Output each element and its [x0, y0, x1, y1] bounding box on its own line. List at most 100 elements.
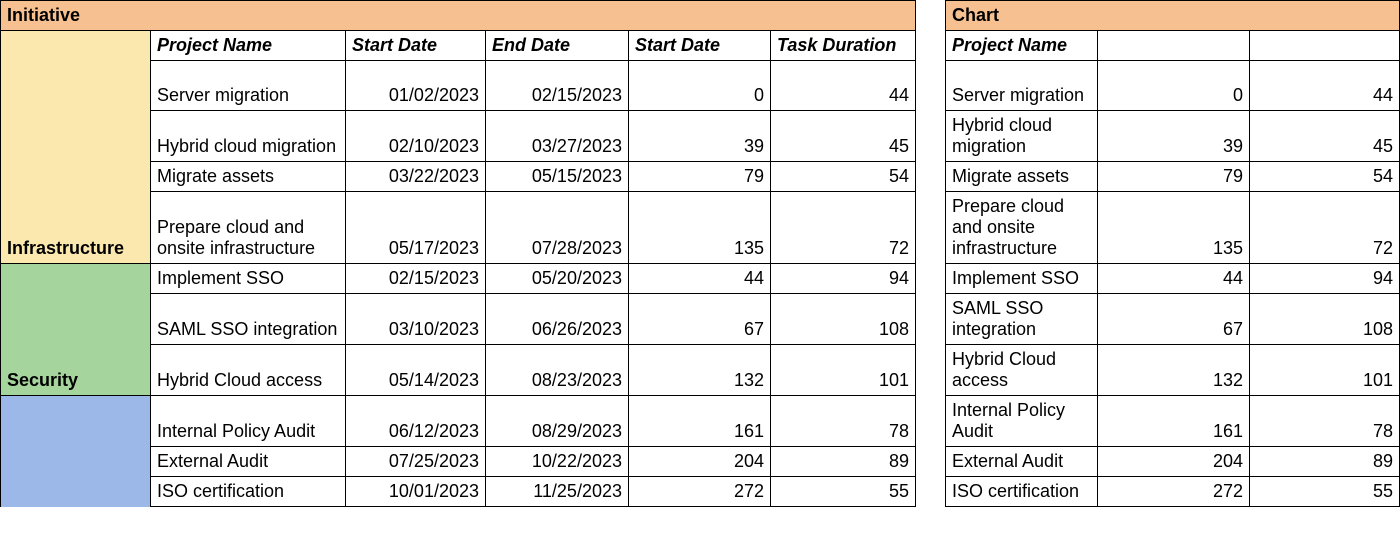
- cell-chart-sd[interactable]: 204: [1098, 447, 1250, 477]
- cell-dur[interactable]: 89: [771, 447, 916, 477]
- cell-sd[interactable]: 135: [629, 192, 771, 264]
- cell-project[interactable]: Hybrid Cloud access: [151, 345, 346, 396]
- cell-sd[interactable]: 132: [629, 345, 771, 396]
- cell-start[interactable]: 05/17/2023: [346, 192, 486, 264]
- cell-sd[interactable]: 0: [629, 61, 771, 111]
- cell-chart-project[interactable]: Prepare cloud and onsite infrastructure: [946, 192, 1098, 264]
- cell-chart-project[interactable]: Hybrid Cloud access: [946, 345, 1098, 396]
- cell-project[interactable]: External Audit: [151, 447, 346, 477]
- cell-dur[interactable]: 44: [771, 61, 916, 111]
- cell-chart-project[interactable]: External Audit: [946, 447, 1098, 477]
- cell-chart-project[interactable]: Migrate assets: [946, 162, 1098, 192]
- cell-chart-sd[interactable]: 272: [1098, 477, 1250, 507]
- cell-start[interactable]: 01/02/2023: [346, 61, 486, 111]
- cell-start[interactable]: 03/22/2023: [346, 162, 486, 192]
- cell-end[interactable]: 05/20/2023: [486, 264, 629, 294]
- cell-sd[interactable]: 44: [629, 264, 771, 294]
- cell-sd[interactable]: 67: [629, 294, 771, 345]
- cell-sd[interactable]: 204: [629, 447, 771, 477]
- cell-dur[interactable]: 101: [771, 345, 916, 396]
- spreadsheet[interactable]: Initiative Chart Project Name Start Date…: [0, 0, 1400, 507]
- cell-chart-dur[interactable]: 72: [1250, 192, 1400, 264]
- cell-chart-sd[interactable]: 161: [1098, 396, 1250, 447]
- table-row[interactable]: Internal Policy Audit 06/12/2023 08/29/2…: [1, 396, 1400, 447]
- cell-dur[interactable]: 108: [771, 294, 916, 345]
- cell-chart-project[interactable]: ISO certification: [946, 477, 1098, 507]
- cell-end[interactable]: 11/25/2023: [486, 477, 629, 507]
- cell-sd[interactable]: 161: [629, 396, 771, 447]
- cell-start[interactable]: 02/15/2023: [346, 264, 486, 294]
- cell-chart-dur[interactable]: 108: [1250, 294, 1400, 345]
- cell-project[interactable]: Migrate assets: [151, 162, 346, 192]
- table-row[interactable]: Security Hybrid Cloud access 05/14/2023 …: [1, 345, 1400, 396]
- cell-sd[interactable]: 39: [629, 111, 771, 162]
- cell-chart-project[interactable]: SAML SSO integration: [946, 294, 1098, 345]
- cell-chart-sd[interactable]: 132: [1098, 345, 1250, 396]
- cell-start[interactable]: 03/10/2023: [346, 294, 486, 345]
- cell-end[interactable]: 08/23/2023: [486, 345, 629, 396]
- cell-chart-dur[interactable]: 45: [1250, 111, 1400, 162]
- cell-end[interactable]: 10/22/2023: [486, 447, 629, 477]
- initiative-cell: [1, 162, 151, 192]
- table-row[interactable]: Hybrid cloud migration 02/10/2023 03/27/…: [1, 111, 1400, 162]
- gap: [916, 294, 946, 345]
- cell-chart-sd[interactable]: 0: [1098, 61, 1250, 111]
- col-start2: Start Date: [629, 31, 771, 61]
- project-table[interactable]: Initiative Chart Project Name Start Date…: [0, 0, 1400, 507]
- cell-end[interactable]: 05/15/2023: [486, 162, 629, 192]
- cell-chart-dur[interactable]: 54: [1250, 162, 1400, 192]
- cell-end[interactable]: 08/29/2023: [486, 396, 629, 447]
- cell-project[interactable]: Prepare cloud and onsite infrastructure: [151, 192, 346, 264]
- cell-end[interactable]: 03/27/2023: [486, 111, 629, 162]
- cell-dur[interactable]: 55: [771, 477, 916, 507]
- cell-chart-dur[interactable]: 44: [1250, 61, 1400, 111]
- cell-project[interactable]: Hybrid cloud migration: [151, 111, 346, 162]
- cell-dur[interactable]: 54: [771, 162, 916, 192]
- cell-start[interactable]: 10/01/2023: [346, 477, 486, 507]
- cell-chart-dur[interactable]: 101: [1250, 345, 1400, 396]
- cell-chart-sd[interactable]: 44: [1098, 264, 1250, 294]
- cell-project[interactable]: Implement SSO: [151, 264, 346, 294]
- cell-chart-dur[interactable]: 78: [1250, 396, 1400, 447]
- cell-project[interactable]: SAML SSO integration: [151, 294, 346, 345]
- cell-chart-project[interactable]: Server migration: [946, 61, 1098, 111]
- gap: [916, 1, 946, 31]
- cell-project[interactable]: ISO certification: [151, 477, 346, 507]
- table-row[interactable]: External Audit 07/25/2023 10/22/2023 204…: [1, 447, 1400, 477]
- cell-end[interactable]: 06/26/2023: [486, 294, 629, 345]
- cell-start[interactable]: 06/12/2023: [346, 396, 486, 447]
- cell-start[interactable]: 05/14/2023: [346, 345, 486, 396]
- table-row[interactable]: Implement SSO 02/15/2023 05/20/2023 44 9…: [1, 264, 1400, 294]
- cell-chart-sd[interactable]: 39: [1098, 111, 1250, 162]
- gap: [916, 396, 946, 447]
- cell-dur[interactable]: 78: [771, 396, 916, 447]
- cell-start[interactable]: 02/10/2023: [346, 111, 486, 162]
- table-row[interactable]: Server migration 01/02/2023 02/15/2023 0…: [1, 61, 1400, 111]
- cell-dur[interactable]: 45: [771, 111, 916, 162]
- cell-end[interactable]: 07/28/2023: [486, 192, 629, 264]
- initiative-cell: [1, 396, 151, 447]
- cell-start[interactable]: 07/25/2023: [346, 447, 486, 477]
- cell-chart-dur[interactable]: 89: [1250, 447, 1400, 477]
- cell-end[interactable]: 02/15/2023: [486, 61, 629, 111]
- table-row[interactable]: ISO certification 10/01/2023 11/25/2023 …: [1, 477, 1400, 507]
- cell-chart-project[interactable]: Internal Policy Audit: [946, 396, 1098, 447]
- cell-chart-sd[interactable]: 79: [1098, 162, 1250, 192]
- cell-project[interactable]: Internal Policy Audit: [151, 396, 346, 447]
- cell-project[interactable]: Server migration: [151, 61, 346, 111]
- table-row[interactable]: Migrate assets 03/22/2023 05/15/2023 79 …: [1, 162, 1400, 192]
- cell-dur[interactable]: 72: [771, 192, 916, 264]
- cell-dur[interactable]: 94: [771, 264, 916, 294]
- col-duration: Task Duration: [771, 31, 916, 61]
- cell-chart-dur[interactable]: 55: [1250, 477, 1400, 507]
- cell-chart-project[interactable]: Implement SSO: [946, 264, 1098, 294]
- cell-sd[interactable]: 79: [629, 162, 771, 192]
- cell-chart-sd[interactable]: 135: [1098, 192, 1250, 264]
- cell-chart-sd[interactable]: 67: [1098, 294, 1250, 345]
- cell-chart-project[interactable]: Hybrid cloud migration: [946, 111, 1098, 162]
- col-chart-dur-blank: [1250, 31, 1400, 61]
- cell-chart-dur[interactable]: 94: [1250, 264, 1400, 294]
- cell-sd[interactable]: 272: [629, 477, 771, 507]
- table-row[interactable]: SAML SSO integration 03/10/2023 06/26/20…: [1, 294, 1400, 345]
- table-row[interactable]: Infrastructure Prepare cloud and onsite …: [1, 192, 1400, 264]
